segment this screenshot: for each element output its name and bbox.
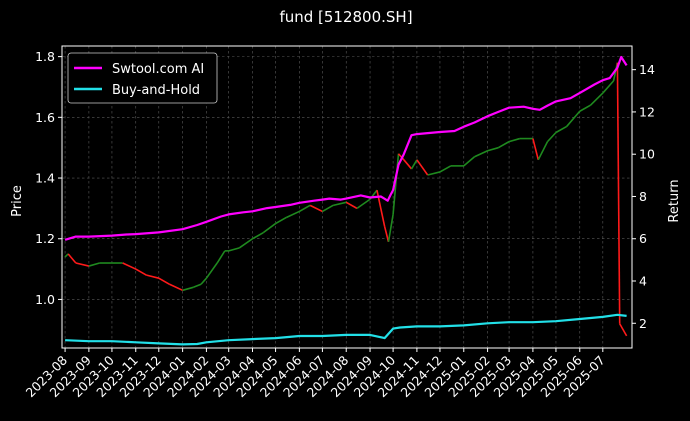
legend-label-ai: Swtool.com AI [112,62,204,77]
price-segment [589,92,604,106]
y-tick-label-right: 14 [639,62,655,77]
price-segment [387,214,394,242]
legend: Swtool.com AI Buy-and-Hold [67,52,218,104]
price-segment [169,283,183,292]
price-segment [205,262,218,279]
right-y-axis: 2 4 6 8 10 12 14 [632,62,655,331]
price-segment [158,277,170,285]
left-y-axis: 1.0 1.2 1.4 1.6 1.8 [35,49,62,307]
price-segment [497,140,510,149]
price-segment [238,238,253,249]
price-segment [555,125,568,134]
price-segment [228,247,240,252]
price-segment [392,153,400,215]
price-segment [75,262,90,267]
price-segment [463,156,476,167]
y-tick-label-left: 1.4 [35,171,55,186]
price-segment [416,159,429,176]
price-segment [508,137,521,143]
price-segment [474,149,488,158]
price-segment [619,323,628,337]
y-axis-left-title: Price [10,185,25,217]
price-segment [410,159,418,170]
y-tick-label-left: 1.6 [35,110,55,125]
price-segment [356,198,371,210]
plot-frame [61,45,633,349]
price-segment [88,262,100,267]
price-segment [383,226,390,242]
price-segment [216,250,226,264]
price-segment [67,253,77,264]
legend-box [67,52,218,104]
price-segment [298,204,311,213]
price-segment [252,231,264,240]
price-segment [602,80,615,94]
price-segment [439,165,452,173]
price-segment [566,110,581,127]
price-segment [537,141,549,161]
price-segment [322,204,334,213]
price-segment [122,262,137,270]
price-segment [397,153,405,161]
legend-label-bh: Buy-and-Hold [112,83,200,98]
chart-title: fund [512800.SH] [279,8,412,26]
y-tick-label-left: 1.0 [35,292,55,307]
price-segment [546,131,557,143]
price-segment [579,104,591,112]
price-segment [146,274,159,279]
y-tick-label-left: 1.8 [35,49,55,64]
price-segment [332,201,347,207]
series-line-ai [64,55,628,241]
price-segment [309,204,323,213]
y-tick-label-right: 12 [639,104,655,119]
price-segment [427,171,441,176]
y-tick-label-right: 4 [639,274,647,289]
price-segment [403,159,413,170]
price-segment [285,210,300,219]
series-line-bh [65,313,627,346]
price-segment [275,216,287,225]
price-segment [616,62,621,324]
price-segment [262,222,277,234]
price-segment [193,283,202,289]
y-tick-label-right: 8 [639,189,647,204]
return-series [64,55,628,346]
price-segment [487,146,499,152]
y-axis-right-title: Return [667,179,682,222]
y-tick-label-left: 1.2 [35,231,55,246]
price-segment [182,286,194,292]
price-segment [135,268,147,276]
price-segment [200,277,208,285]
y-tick-label-right: 10 [639,147,655,162]
price-series [64,62,628,337]
y-tick-label-right: 2 [639,316,647,331]
y-tick-label-right: 6 [639,231,647,246]
price-segment [345,201,358,210]
price-segment [532,138,540,161]
